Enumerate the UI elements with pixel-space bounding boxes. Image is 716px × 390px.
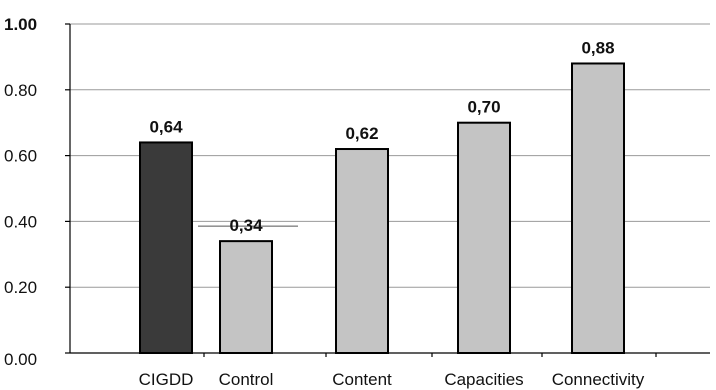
data-label-connectivity: 0,88 — [581, 38, 614, 57]
bar-capacities — [457, 121, 511, 354]
y-tick-label: 0.40 — [4, 212, 37, 231]
y-tick-label: 1.00 — [4, 15, 37, 34]
data-label-control: 0,34 — [229, 216, 263, 235]
x-category-label: Control — [219, 370, 274, 389]
data-label-capacities: 0,70 — [467, 98, 500, 117]
bar-control — [219, 240, 273, 354]
data-label-cigdd: 0,64 — [149, 117, 183, 136]
y-tick-label: 0.00 — [4, 350, 37, 369]
labels: 0.00 0.20 0.40 0.60 0.80 1.00 0,64 CIGDD 0,34 Con… — [4, 15, 645, 389]
y-tick-label: 0.20 — [4, 278, 37, 297]
bar-content — [335, 148, 389, 354]
x-category-label: Content — [332, 370, 392, 389]
bar-connectivity — [571, 62, 625, 354]
x-category-label: CIGDD — [139, 370, 194, 389]
data-label-content: 0,62 — [345, 124, 378, 143]
x-category-label: Capacities — [444, 370, 523, 389]
y-tick-label: 0.60 — [4, 147, 37, 166]
y-tick-label: 0.80 — [4, 81, 37, 100]
bars — [139, 62, 625, 354]
x-category-label: Connectivity — [552, 370, 645, 389]
bar-cigdd — [139, 141, 193, 354]
